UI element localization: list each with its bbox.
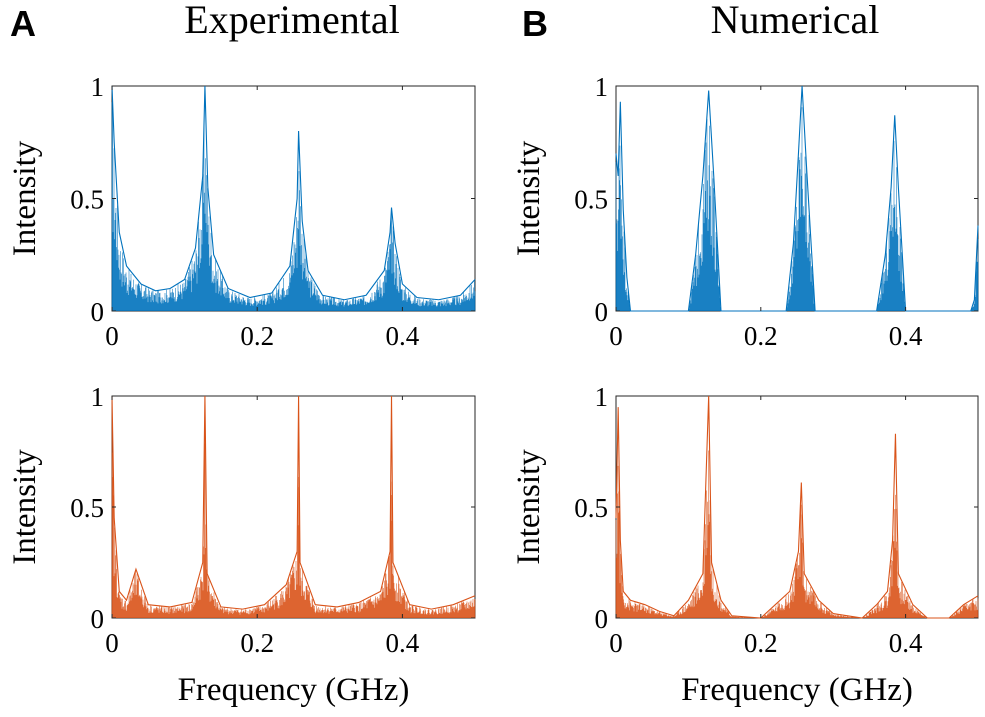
spectrum-fill <box>111 102 476 311</box>
x-tick-label: 0 <box>609 321 623 351</box>
x-tick-label: 0.2 <box>240 321 274 351</box>
spectrum-line <box>615 395 979 619</box>
x-tick-label: 0.4 <box>386 321 420 351</box>
panel-a-title: Experimental <box>184 0 399 42</box>
y-tick-label: 1 <box>91 382 105 412</box>
x-tick-label: 0.4 <box>889 628 923 658</box>
x-axis-label: Frequency (GHz) <box>178 672 410 708</box>
chart-experimental-upper: 0 0.2 0.4 0 0.5 1 Intensity <box>7 72 476 351</box>
panel-b-title: Numerical <box>711 0 880 42</box>
chart-numerical-upper: 0 0.2 0.4 0 0.5 1 Intensity <box>511 72 979 351</box>
y-tick-label: 1 <box>595 72 609 102</box>
x-tick-label: 0.2 <box>744 628 778 658</box>
y-tick-label: 0 <box>91 604 105 634</box>
x-tick-label: 0.4 <box>889 321 923 351</box>
x-tick-label: 0 <box>609 628 623 658</box>
spectrum-fill <box>615 107 979 311</box>
y-axis-label: Intensity <box>7 449 43 565</box>
y-axis-label: Intensity <box>7 140 43 256</box>
y-tick-label: 0.5 <box>70 493 104 523</box>
y-tick-label: 0.5 <box>574 493 608 523</box>
x-tick-label: 0.2 <box>744 321 778 351</box>
x-tick-label: 0.2 <box>240 628 274 658</box>
spectrum-line <box>111 85 476 301</box>
x-tick-label: 0 <box>105 321 119 351</box>
chart-experimental-lower: 0 0.2 0.4 0 0.5 1 Intensity Frequency (GHz) <box>7 382 476 708</box>
spectrum-line <box>111 395 476 610</box>
y-tick-label: 1 <box>595 382 609 412</box>
chart-numerical-lower: 0 0.2 0.4 0 0.5 1 Intensity Frequency (GHz) <box>511 382 979 708</box>
panel-letter-a: A <box>10 3 36 44</box>
x-tick-label: 0 <box>105 628 119 658</box>
spectrum-line <box>615 85 979 312</box>
x-tick-label: 0.4 <box>386 628 420 658</box>
x-axis-label: Frequency (GHz) <box>681 672 913 708</box>
y-tick-label: 0 <box>595 297 609 327</box>
spectrum-fill <box>615 450 979 618</box>
y-axis-label: Intensity <box>511 140 547 256</box>
y-axis-label: Intensity <box>511 449 547 565</box>
y-tick-label: 0.5 <box>70 185 104 215</box>
y-tick-label: 0 <box>595 604 609 634</box>
spectrum-fill <box>111 404 476 618</box>
y-tick-label: 0 <box>91 297 105 327</box>
y-tick-label: 0.5 <box>574 185 608 215</box>
panel-letter-b: B <box>522 3 548 44</box>
y-tick-label: 1 <box>91 72 105 102</box>
